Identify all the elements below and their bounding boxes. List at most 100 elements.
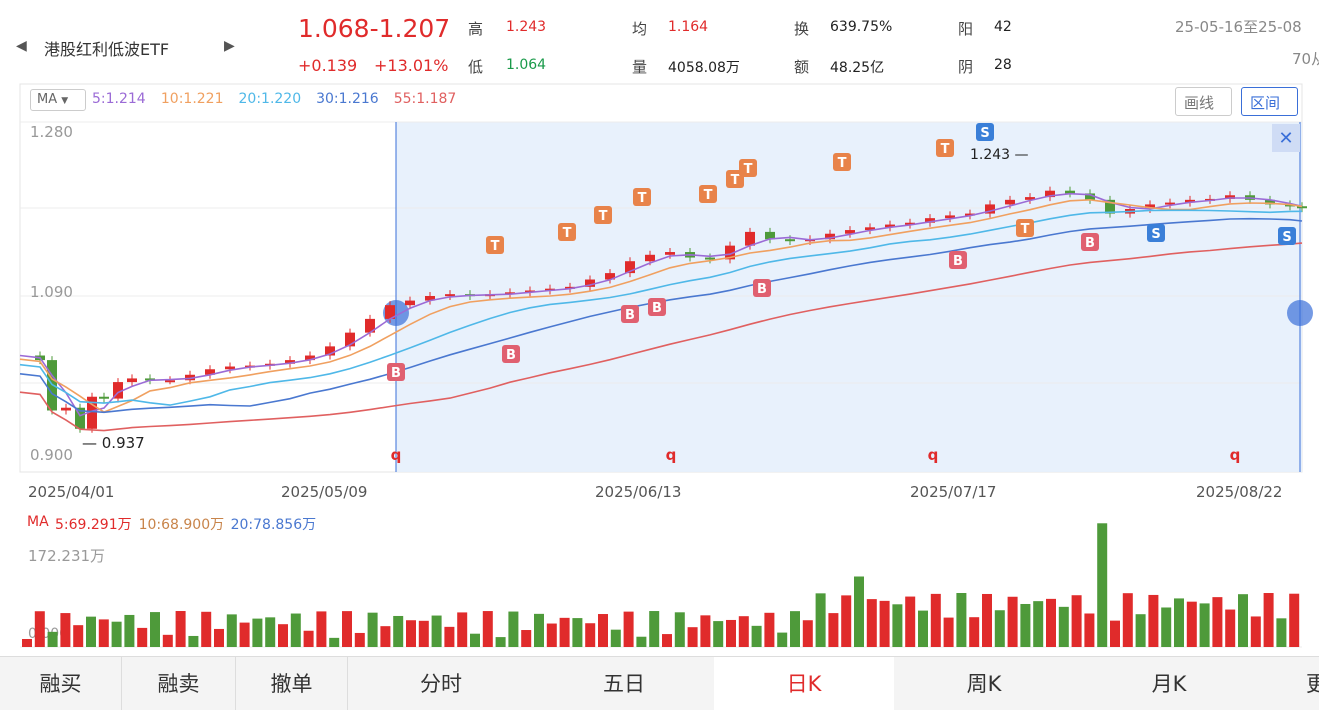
candle-body — [1005, 199, 1015, 205]
low-label: 低 — [468, 58, 484, 76]
volume-bar — [111, 621, 122, 647]
candle-body — [1185, 199, 1195, 203]
signal-marker — [486, 236, 504, 254]
next-stock-icon[interactable]: ▶ — [224, 38, 235, 54]
candle-body — [61, 407, 71, 411]
signal-marker-label: S — [1282, 230, 1291, 245]
amount-value: 48.25亿 — [830, 60, 885, 76]
candle-body — [865, 227, 875, 231]
candle-body — [585, 279, 595, 287]
tab-margin-buy[interactable]: 融买 — [0, 657, 122, 710]
volume-bar — [226, 614, 237, 647]
volume-bar — [329, 637, 340, 647]
turnover-value: 639.75% — [830, 19, 893, 35]
signal-marker — [949, 251, 967, 269]
candle-body — [645, 254, 655, 262]
volume-axis-top-label: 172.231万 — [28, 547, 105, 565]
volume-bar — [1199, 603, 1210, 647]
ma-legend-item: 5:1.214 — [92, 91, 146, 107]
tab-margin-sell[interactable]: 融卖 — [122, 657, 236, 710]
volume-bar — [47, 631, 58, 647]
volume-bar — [188, 635, 199, 647]
volume-bar — [662, 634, 672, 647]
volume-bar — [1250, 616, 1261, 647]
volume-bar — [777, 632, 788, 647]
volume-bar — [892, 604, 903, 647]
volume-bar — [905, 596, 916, 647]
avg-value: 1.164 — [668, 19, 709, 35]
price-change-pct: +13.01% — [374, 56, 449, 75]
ma-selector-label: MA — [37, 92, 58, 107]
day-count: 70从 — [1292, 50, 1319, 68]
tab-more[interactable]: 更 — [1306, 672, 1319, 696]
volume-bar — [879, 600, 890, 647]
stock-name[interactable]: 港股红利低波ETF — [44, 40, 170, 59]
candle-body — [1145, 204, 1155, 209]
signal-marker-label: T — [731, 173, 740, 188]
tab-intraday[interactable]: 分时 — [420, 672, 462, 696]
volume-bar — [751, 625, 762, 647]
candle-body — [1265, 199, 1275, 205]
tab-monthly-k[interactable]: 月K — [1151, 672, 1187, 696]
x-axis-tick-label: 2025/06/13 — [595, 483, 681, 501]
range-button[interactable]: 区间 — [1241, 87, 1298, 116]
signal-marker — [387, 363, 405, 381]
volume-bar — [303, 630, 314, 647]
candle-body — [545, 288, 555, 291]
candle-body — [1105, 199, 1115, 214]
range-selection-area — [396, 122, 1302, 472]
draw-line-button[interactable]: 画线 — [1175, 87, 1232, 116]
volume-bar — [636, 636, 647, 647]
signal-marker — [558, 223, 576, 241]
volume-bar — [239, 622, 250, 647]
volume-bar — [265, 617, 276, 647]
signal-marker-label: B — [506, 348, 516, 363]
selection-q-marker: q — [928, 446, 939, 464]
volume-bar — [956, 593, 967, 647]
volume-value: 4058.08万 — [668, 60, 740, 76]
tab-five-day[interactable]: 五日 — [603, 672, 645, 696]
ma20-line — [19, 209, 1303, 406]
turnover-label: 换 — [794, 20, 810, 38]
signal-marker — [648, 298, 666, 316]
volume-bar — [214, 628, 224, 647]
signal-marker — [633, 188, 651, 206]
volume-bar — [73, 625, 84, 647]
candle-body — [625, 261, 635, 274]
volume-bar — [175, 611, 186, 647]
down-days-label: 阴 — [958, 58, 974, 76]
volume-bar — [994, 610, 1005, 647]
signal-marker-label: T — [941, 142, 950, 157]
volume-bar — [444, 626, 455, 647]
prev-stock-icon[interactable]: ◀ — [16, 38, 27, 54]
volume-bar — [841, 595, 852, 647]
quote-header: ◀ 港股红利低波ETF ▶ 1.068-1.207 +0.139 +13.01%… — [0, 0, 1319, 82]
volume-bar — [828, 613, 839, 647]
volume-legend-item: MA — [27, 514, 49, 530]
volume-bar — [34, 611, 45, 647]
tab-weekly-k[interactable]: 周K — [966, 672, 1002, 696]
signal-marker-label: B — [953, 254, 963, 269]
high-label: 高 — [468, 20, 484, 38]
candle-body — [1225, 195, 1235, 199]
tab-daily-k[interactable]: 日K — [714, 657, 894, 710]
candle-body — [305, 355, 315, 361]
volume-bar — [764, 612, 775, 647]
candle-body — [1165, 202, 1175, 205]
candle-body — [185, 374, 195, 381]
candle-body — [945, 215, 955, 219]
volume-bar — [508, 611, 519, 647]
volume-bar — [98, 619, 109, 647]
volume-bar — [495, 637, 506, 647]
x-axis-tick-label: 2025/07/17 — [910, 483, 996, 501]
ma-selector[interactable]: MA ▼ — [30, 89, 86, 111]
candle-body — [565, 286, 575, 289]
chevron-down-icon: ▼ — [61, 96, 69, 106]
signal-marker-label: T — [744, 162, 753, 177]
tab-cancel-order[interactable]: 撤单 — [236, 657, 348, 710]
kline-chart[interactable]: ✕ 1.280 1.090 0.900 2025/04/01 2025/05/09 2025… — [0, 0, 1319, 656]
signal-marker — [833, 153, 851, 171]
volume-bar — [866, 599, 877, 647]
avg-label: 均 — [632, 20, 648, 38]
candle-body — [905, 222, 915, 225]
